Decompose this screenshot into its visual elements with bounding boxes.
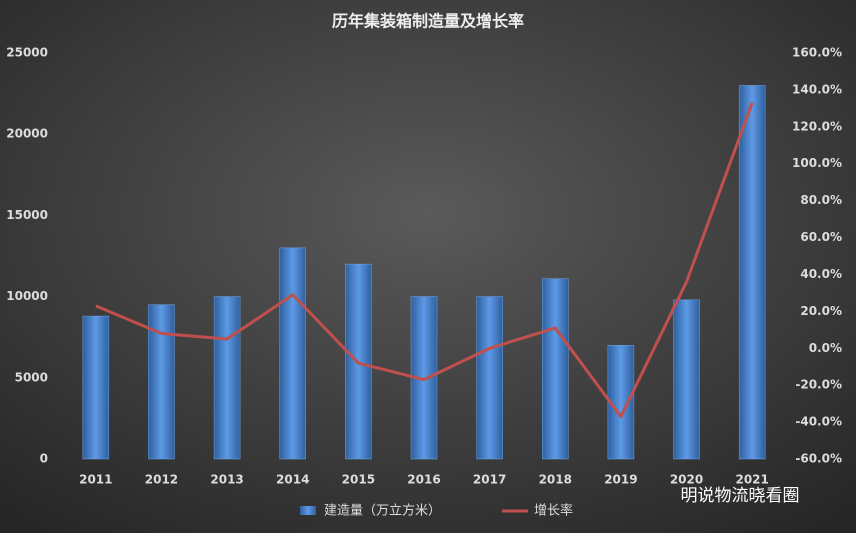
bar [213,296,241,460]
x-tick-label: 2021 [735,473,768,487]
y-tick-label: 0 [40,452,48,466]
y2-tick-label: 120.0% [792,119,842,133]
y2-tick-label: 20.0% [800,304,842,318]
legend-label: 增长率 [534,503,573,519]
x-tick-label: 2018 [539,473,572,487]
legend-swatch [300,506,316,515]
y2-tick-label: -40.0% [795,415,842,429]
y-tick-label: 20000 [6,127,48,141]
bar [279,247,306,460]
x-tick-label: 2019 [604,473,637,487]
y2-tick-label: -60.0% [795,452,842,466]
y-tick-label: 25000 [6,46,48,60]
y2-tick-label: 140.0% [792,82,842,96]
y2-tick-label: -20.0% [795,378,842,392]
x-tick-label: 2017 [473,473,506,487]
y-tick-label: 5000 [15,370,48,384]
y-tick-label: 10000 [6,289,48,303]
bar [476,296,503,460]
bar [673,299,700,460]
bar [542,278,569,460]
bar [738,85,766,460]
y2-tick-label: 0.0% [809,341,842,355]
chart-title: 历年集装箱制造量及增长率 [332,12,524,31]
y2-tick-label: 160.0% [792,46,842,60]
x-tick-label: 2016 [407,473,440,487]
x-tick-label: 2013 [210,473,243,487]
y2-tick-label: 80.0% [800,193,842,207]
y2-tick-label: 60.0% [800,230,842,244]
bar [82,315,110,460]
bar [148,304,175,460]
y2-tick-label: 100.0% [792,156,842,170]
y2-tick-label: 40.0% [800,267,842,281]
y-tick-label: 15000 [6,208,48,222]
x-tick-label: 2015 [342,473,375,487]
x-tick-label: 2012 [145,473,178,487]
x-tick-label: 2011 [79,473,112,487]
x-tick-label: 2020 [670,473,703,487]
watermark: 明说物流晓看圈 [681,486,800,506]
line [95,102,754,419]
legend-label: 建造量（万立方米） [324,503,441,519]
x-tick-label: 2014 [276,473,309,487]
